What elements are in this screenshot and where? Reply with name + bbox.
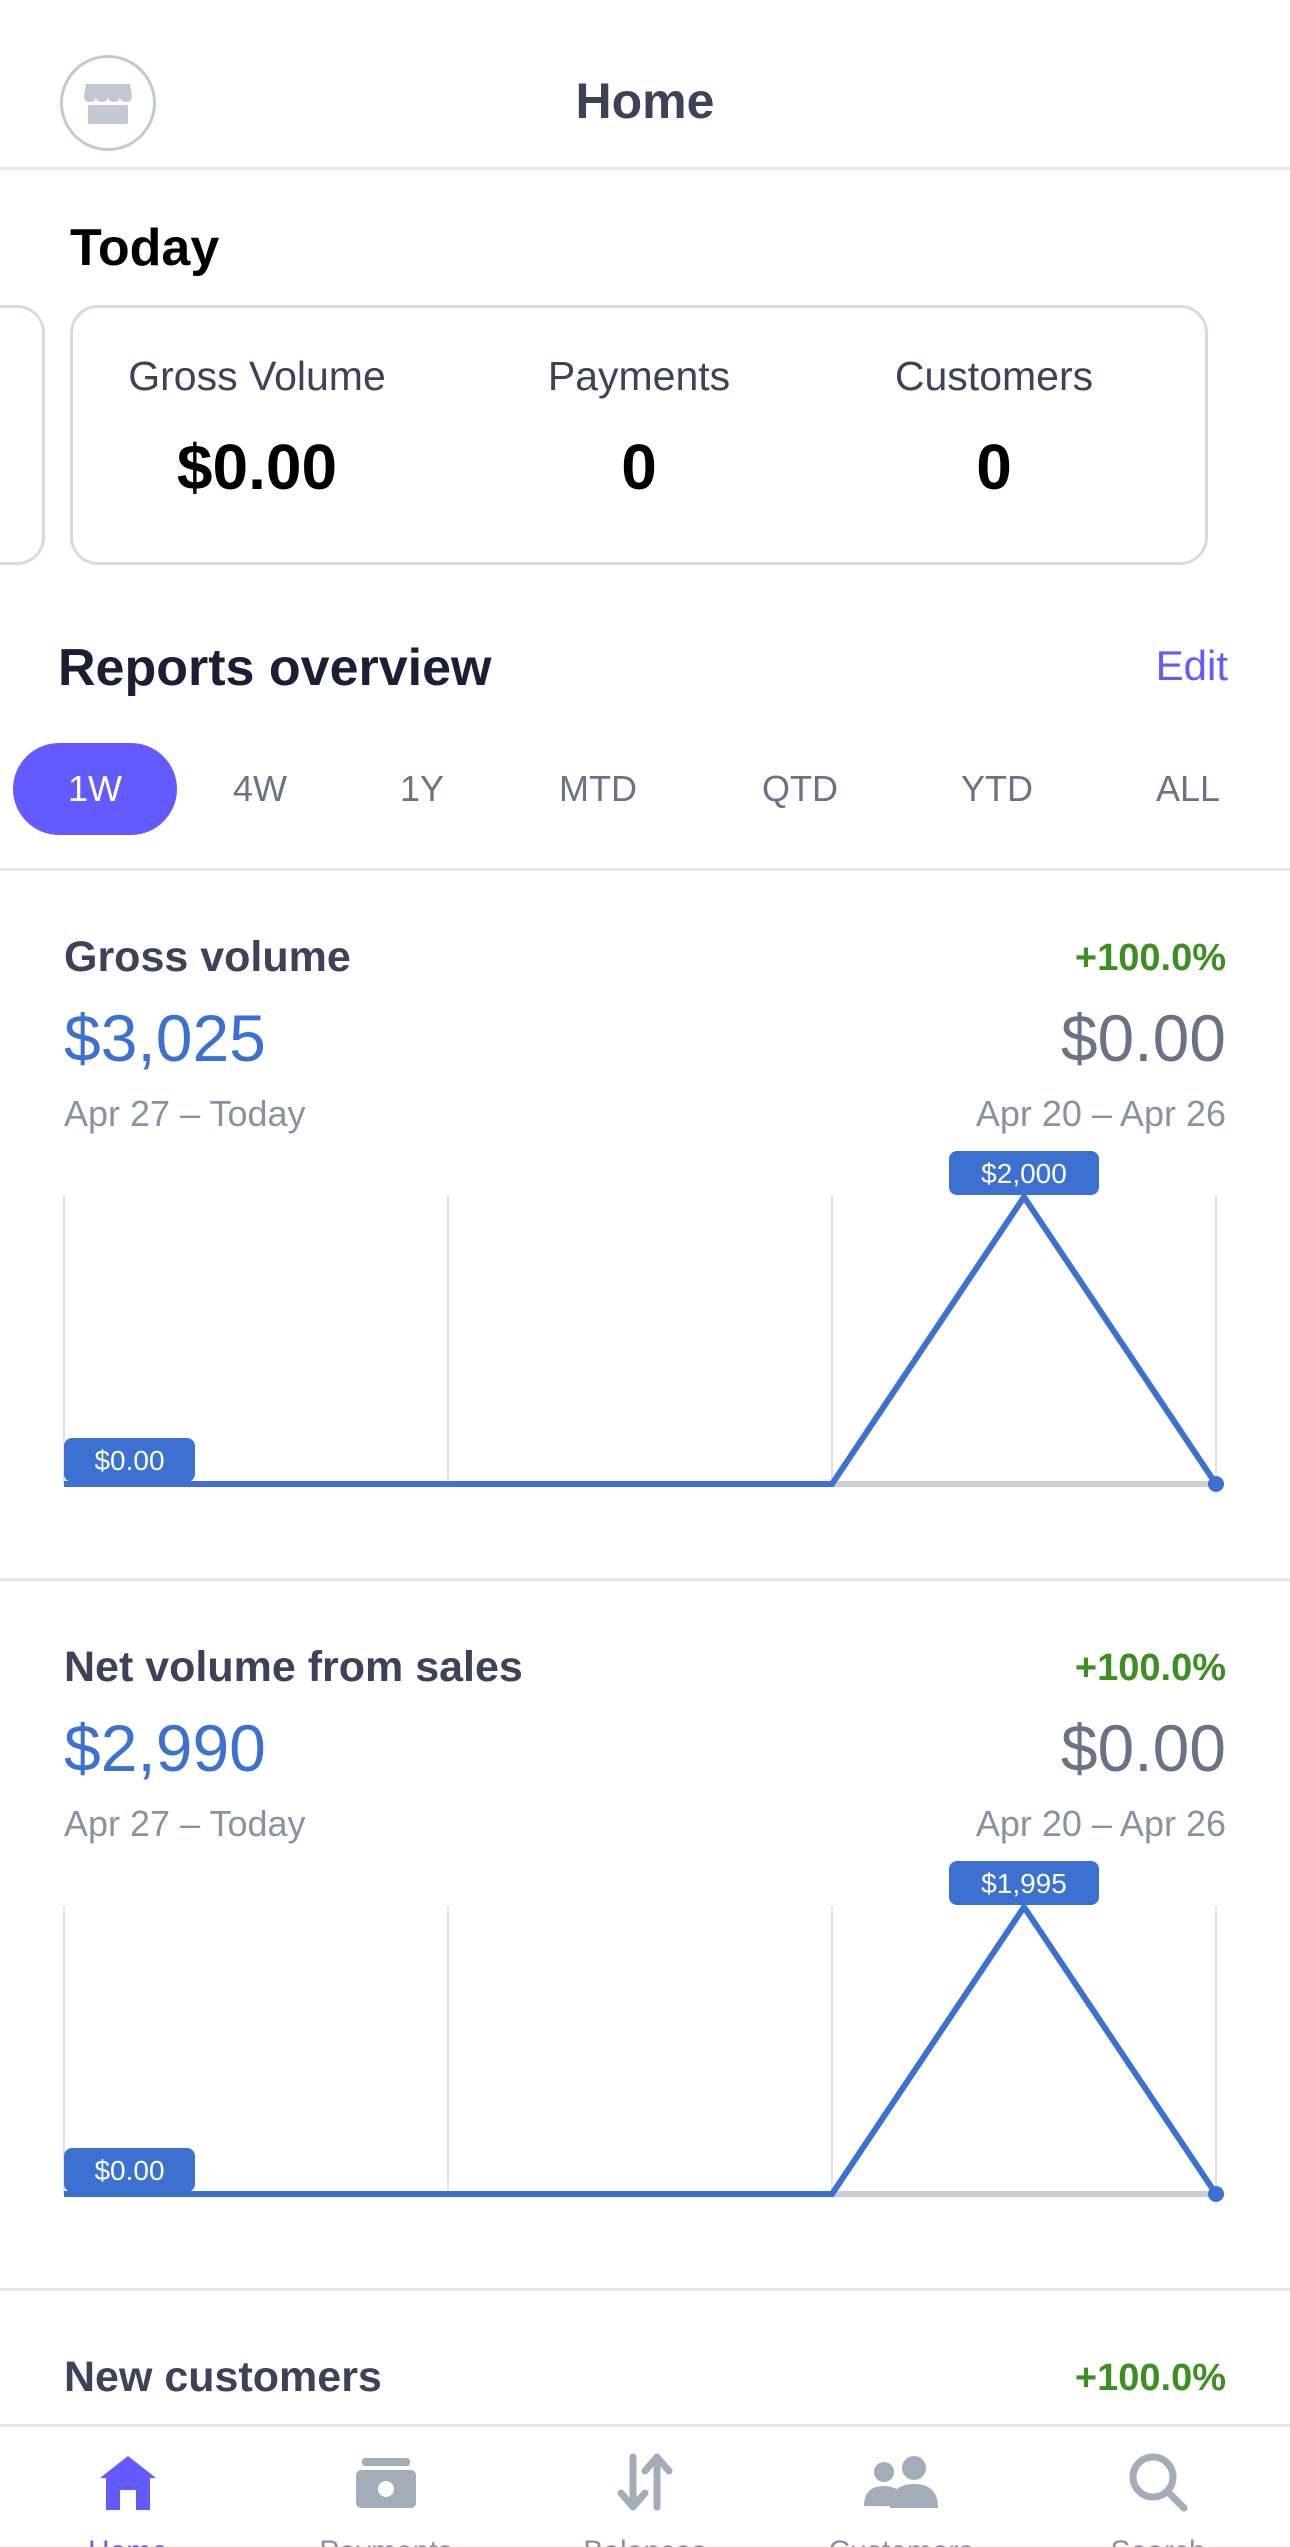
top-header: Home: [0, 0, 1290, 170]
start-value-label: $0.00: [64, 2148, 195, 2192]
stat-gross-volume: Gross Volume $0.00: [77, 353, 437, 504]
search-icon: [1058, 2447, 1258, 2517]
tab-1y[interactable]: 1Y: [399, 768, 445, 809]
start-value-label-bg: [64, 2148, 195, 2192]
bottom-tab-bar: Home Payments Balances: [0, 2424, 1290, 2547]
previous-value: $0.00: [1060, 1711, 1226, 1785]
stat-label: Payments: [547, 353, 731, 399]
current-range: Apr 27 – Today: [64, 1803, 306, 1844]
tabbar-label: Home: [28, 2535, 228, 2547]
tab-1w[interactable]: 1W: [13, 743, 177, 835]
start-value-label-text: $0.00: [94, 1445, 164, 1476]
edit-button[interactable]: Edit: [1155, 642, 1228, 689]
peak-value-label-bg: [949, 1151, 1099, 1195]
divider: [0, 1578, 1290, 1581]
balances-icon: [545, 2447, 745, 2517]
series-line: [64, 1901, 1219, 2197]
data-point: [1208, 2186, 1224, 2202]
tab-4w[interactable]: 4W: [233, 768, 287, 809]
tabbar-balances[interactable]: Balances: [545, 2447, 745, 2547]
stat-label: Customers: [894, 353, 1094, 399]
tab-all[interactable]: ALL: [1155, 768, 1221, 809]
peak-value-label: $1,995: [949, 1861, 1099, 1905]
stat-value: 0: [621, 431, 657, 503]
start-value-label: $0.00: [64, 1438, 195, 1482]
start-value-label-bg: [64, 1438, 195, 1482]
tabbar-payments[interactable]: Payments: [286, 2447, 486, 2547]
peak-value-label-bg: [949, 1861, 1099, 1905]
divider: [0, 868, 1290, 871]
divider: [0, 2288, 1290, 2291]
stat-payments: Payments 0: [459, 353, 819, 504]
stat-value: 0: [976, 431, 1012, 503]
net-volume-chart: $0.00 $1,995: [63, 1861, 1224, 2202]
tabbar-label: Balances: [545, 2535, 745, 2547]
tabbar-label: Payments: [286, 2535, 486, 2547]
previous-summary-card[interactable]: [0, 305, 45, 565]
change-badge: +100.0%: [1074, 1647, 1226, 1689]
current-value: $2,990: [64, 1711, 266, 1785]
change-badge: +100.0%: [1074, 937, 1226, 979]
report-title: New customers: [64, 2353, 382, 2401]
tab-qtd[interactable]: QTD: [762, 768, 838, 809]
store-icon[interactable]: [60, 55, 156, 151]
today-summary-card[interactable]: Gross Volume $0.00 Payments 0 Customers …: [70, 305, 1208, 565]
tab-ytd[interactable]: YTD: [961, 768, 1033, 809]
tabbar-label: Search: [1058, 2535, 1258, 2547]
peak-value-label: $2,000: [949, 1151, 1099, 1195]
peak-value-label-text: $1,995: [981, 1868, 1067, 1899]
data-point: [1208, 1476, 1224, 1492]
peak-value-label-text: $2,000: [981, 1158, 1067, 1189]
series-line: [64, 1191, 1219, 1487]
tabbar-customers[interactable]: Customers: [801, 2447, 1001, 2547]
previous-range: Apr 20 – Apr 26: [975, 1093, 1226, 1134]
stat-label: Gross Volume: [128, 353, 386, 399]
change-badge: +100.0%: [1074, 2357, 1226, 2399]
report-title: Net volume from sales: [64, 1643, 523, 1691]
home-icon: [28, 2447, 228, 2517]
reports-overview-title: Reports overview: [58, 639, 492, 697]
tab-mtd[interactable]: MTD: [559, 768, 637, 809]
tabbar-search[interactable]: Search: [1058, 2447, 1258, 2547]
gross-volume-chart: $0.00 $2,000: [63, 1151, 1224, 1492]
payments-icon: [286, 2447, 486, 2517]
start-value-label-text: $0.00: [94, 2155, 164, 2186]
tabbar-label: Customers: [801, 2535, 1001, 2547]
period-tabs: 1W 4W 1Y MTD QTD YTD ALL: [0, 743, 1290, 835]
customers-icon: [801, 2447, 1001, 2517]
current-range: Apr 27 – Today: [64, 1093, 306, 1134]
tabbar-home[interactable]: Home: [28, 2447, 228, 2547]
current-value: $3,025: [64, 1001, 266, 1075]
previous-range: Apr 20 – Apr 26: [975, 1803, 1226, 1844]
today-title: Today: [70, 219, 220, 277]
report-title: Gross volume: [64, 933, 351, 981]
page-title: Home: [575, 73, 715, 129]
stat-customers: Customers 0: [814, 353, 1174, 504]
previous-value: $0.00: [1060, 1001, 1226, 1075]
stat-value: $0.00: [176, 431, 338, 503]
